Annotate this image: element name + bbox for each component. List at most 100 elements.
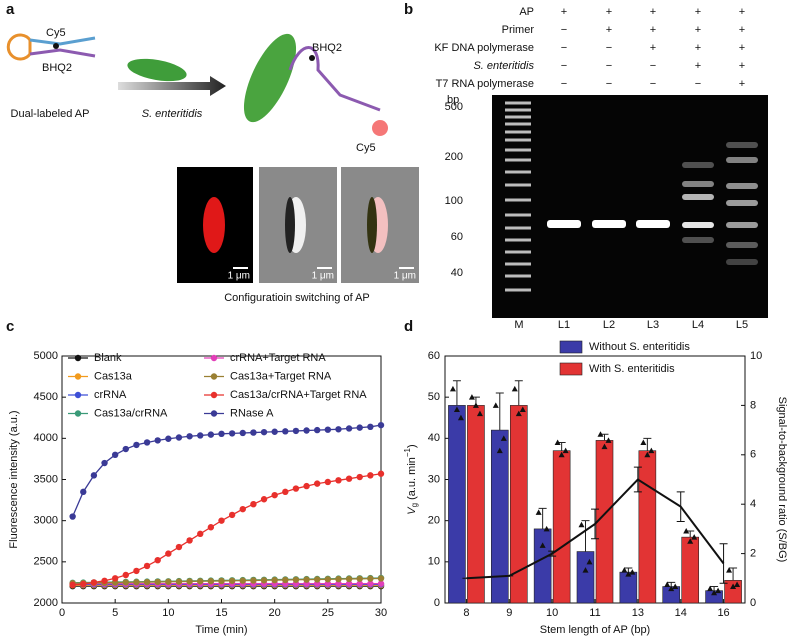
replicate <box>629 569 636 575</box>
bar <box>533 528 552 604</box>
cy5-label: Cy5 <box>46 27 66 39</box>
y-tick-label: 0 <box>434 597 440 609</box>
point <box>239 505 246 513</box>
quencher <box>309 55 315 61</box>
sign: − <box>606 42 612 54</box>
legend-marker <box>74 373 82 380</box>
cy5-label: Cy5 <box>356 142 376 154</box>
legend-swatch <box>559 362 583 376</box>
point <box>367 472 374 479</box>
replicate <box>562 447 569 454</box>
replicate <box>621 567 628 573</box>
band <box>726 142 758 148</box>
ladder-band <box>505 138 531 142</box>
legend-label: With S. enteritidis <box>589 363 675 375</box>
legend-label: Cas13a/crRNA <box>94 407 168 419</box>
point <box>335 477 342 484</box>
point <box>356 575 363 582</box>
ladder-band <box>505 288 531 292</box>
sign: − <box>561 60 567 72</box>
band <box>726 242 758 248</box>
point <box>356 424 363 431</box>
bar <box>467 405 485 604</box>
legend-marker <box>74 410 82 417</box>
lane-label: L4 <box>692 319 704 331</box>
x-tick-label: 15 <box>215 607 227 619</box>
band <box>726 183 758 189</box>
error-bar <box>643 437 652 451</box>
series-line <box>72 577 382 584</box>
point <box>345 425 353 432</box>
point <box>377 421 385 429</box>
point <box>133 567 140 575</box>
replicate <box>511 385 518 392</box>
ladder-band <box>505 130 531 134</box>
y-tick-label: 2000 <box>34 597 58 609</box>
point <box>377 575 385 582</box>
bar <box>448 405 466 604</box>
sign: + <box>695 60 701 72</box>
point <box>80 580 87 588</box>
sign: + <box>739 78 745 90</box>
bacterium <box>127 58 187 82</box>
point <box>292 427 300 435</box>
y-axis-label-part: V <box>406 506 418 515</box>
replicate <box>500 435 507 441</box>
ladder-band <box>505 101 531 105</box>
bar <box>638 450 657 604</box>
x-tick-label: 13 <box>632 607 644 619</box>
legend-marker <box>210 354 218 362</box>
panel-label: d <box>404 318 413 335</box>
point <box>335 575 342 583</box>
sign: − <box>606 78 612 90</box>
ladder-band <box>505 213 531 217</box>
legend-label: Cas13a/crRNA+Target RNA <box>230 389 367 401</box>
point <box>175 434 183 441</box>
replicate <box>453 406 460 413</box>
point <box>239 429 246 437</box>
point <box>335 426 342 433</box>
bp-unit: bp <box>447 94 459 106</box>
point <box>356 580 363 587</box>
y-tick-label: 3000 <box>34 515 58 527</box>
replicate <box>597 431 604 437</box>
error-bar <box>633 466 642 493</box>
x-tick-label: 10 <box>546 607 558 619</box>
point <box>314 480 321 487</box>
legend-swatch <box>559 340 583 354</box>
point <box>324 576 332 583</box>
point <box>345 475 353 482</box>
row-label: Primer <box>502 24 535 36</box>
replicate <box>730 583 737 590</box>
point <box>133 441 140 449</box>
sign: + <box>606 24 612 36</box>
point <box>356 473 363 481</box>
y-axis-label-part: ) <box>406 444 418 448</box>
replicate <box>539 542 546 548</box>
replicate <box>711 589 718 596</box>
replicate <box>664 581 671 587</box>
point <box>69 581 76 589</box>
sign: − <box>561 42 567 54</box>
bar <box>681 536 700 604</box>
x-tick-label: 30 <box>375 607 387 619</box>
band <box>726 200 758 206</box>
point <box>90 472 98 479</box>
replicate <box>468 394 475 400</box>
ladder-band <box>505 262 531 266</box>
point <box>165 435 172 442</box>
panel-label: a <box>6 1 15 18</box>
sign: + <box>739 60 745 72</box>
band <box>726 259 758 265</box>
point <box>271 576 278 584</box>
point <box>282 428 289 435</box>
replicate <box>672 583 679 590</box>
replicate <box>496 447 503 454</box>
series-line <box>72 424 382 517</box>
row-label: AP <box>519 6 534 18</box>
sign: + <box>695 24 701 36</box>
y2-tick-label: 8 <box>750 399 756 411</box>
error-bar <box>581 520 590 552</box>
y-tick-label: 30 <box>428 473 440 485</box>
cell-shadow <box>285 197 295 253</box>
